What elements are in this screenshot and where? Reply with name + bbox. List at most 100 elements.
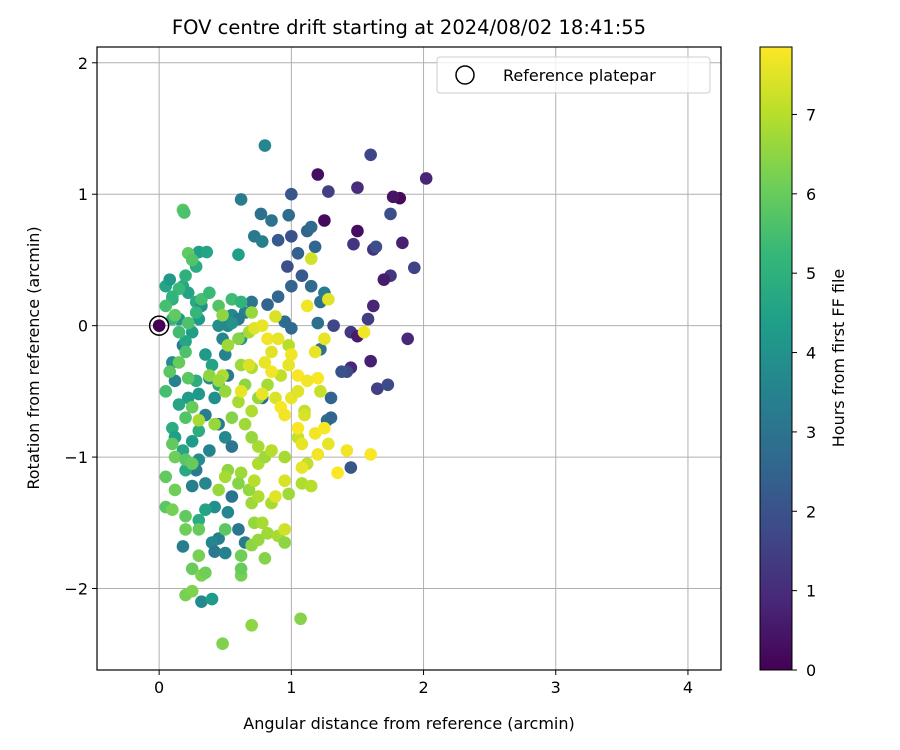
data-point [172, 398, 186, 411]
data-point [185, 435, 199, 448]
data-point [295, 461, 309, 474]
data-point [225, 490, 239, 503]
data-point [192, 523, 206, 536]
data-point [278, 408, 292, 422]
data-point [384, 207, 397, 221]
data-point [269, 490, 282, 503]
axes-frame [96, 46, 722, 671]
data-point [192, 513, 206, 527]
colorbar-tick-label: 4 [806, 344, 816, 363]
data-point [234, 549, 248, 562]
data-point [212, 319, 225, 332]
reference-point-fill [152, 319, 166, 332]
data-point [166, 503, 179, 516]
data-point [185, 253, 199, 267]
data-point [218, 470, 232, 484]
data-point [269, 310, 282, 323]
chart-title: FOV centre drift starting at 2024/08/02 … [172, 16, 646, 39]
colorbar-tick-label: 7 [806, 105, 816, 124]
data-point [245, 295, 258, 309]
data-point [265, 365, 278, 378]
data-point [218, 546, 232, 560]
data-point [318, 214, 331, 227]
data-point [159, 385, 173, 398]
data-point [347, 237, 360, 251]
data-point [285, 321, 298, 335]
data-point [232, 248, 245, 261]
data-point [351, 181, 364, 194]
data-point [168, 483, 182, 497]
data-point [254, 207, 268, 221]
data-point [242, 358, 256, 372]
data-point [232, 332, 245, 346]
data-point [179, 411, 192, 424]
data-point [311, 448, 325, 461]
data-point [205, 592, 219, 606]
data-point [179, 523, 192, 536]
data-point [189, 306, 203, 319]
data-point [364, 148, 377, 162]
data-point [386, 190, 400, 204]
data-point [261, 332, 274, 346]
data-point [177, 206, 191, 219]
data-point [185, 400, 199, 414]
data-point [282, 358, 295, 372]
data-point [261, 298, 274, 311]
data-point [324, 411, 338, 424]
data-point [258, 356, 272, 369]
data-point [216, 637, 229, 651]
data-point [261, 378, 274, 392]
data-point [179, 345, 192, 359]
data-point [271, 233, 285, 247]
data-point [291, 421, 305, 435]
data-point [168, 308, 182, 322]
data-point [172, 356, 186, 369]
data-point [185, 584, 199, 598]
data-point [304, 220, 318, 234]
data-point [218, 431, 232, 444]
data-point [327, 319, 340, 332]
x-tick-label: 1 [286, 678, 296, 697]
data-point [232, 523, 245, 536]
data-point [318, 332, 331, 346]
data-point [255, 235, 269, 248]
x-tick-label: 4 [683, 678, 693, 697]
data-point [234, 385, 248, 398]
colorbar-label: Hours from first FF file [829, 269, 848, 448]
data-point [295, 269, 309, 282]
data-point [308, 345, 322, 359]
data-point [245, 619, 258, 632]
data-point [364, 448, 377, 461]
data-point [234, 562, 248, 576]
data-point [179, 509, 192, 523]
data-point [304, 279, 318, 293]
data-point [311, 168, 325, 181]
data-point [199, 566, 212, 580]
data-point [364, 354, 377, 368]
data-point [369, 240, 383, 254]
data-point [234, 466, 248, 480]
data-point [225, 411, 239, 424]
data-point [251, 440, 265, 453]
data-point [208, 417, 221, 431]
data-point [218, 523, 232, 536]
y-tick-label: 2 [78, 54, 88, 73]
reference-platepar-marker [148, 315, 170, 336]
data-point [163, 365, 177, 378]
data-point [179, 269, 192, 282]
data-point [159, 299, 173, 313]
colorbar [759, 46, 793, 671]
colorbar-ticks: 0 1 2 3 4 5 6 7 [792, 105, 816, 680]
data-point [221, 339, 235, 352]
data-point [278, 536, 292, 549]
data-point [340, 444, 354, 457]
data-point [203, 286, 216, 300]
data-point [203, 369, 216, 382]
data-point [294, 612, 307, 626]
data-point [271, 332, 285, 346]
data-point [232, 477, 245, 490]
data-point [261, 527, 274, 540]
data-point [322, 185, 335, 198]
data-point [185, 479, 199, 493]
